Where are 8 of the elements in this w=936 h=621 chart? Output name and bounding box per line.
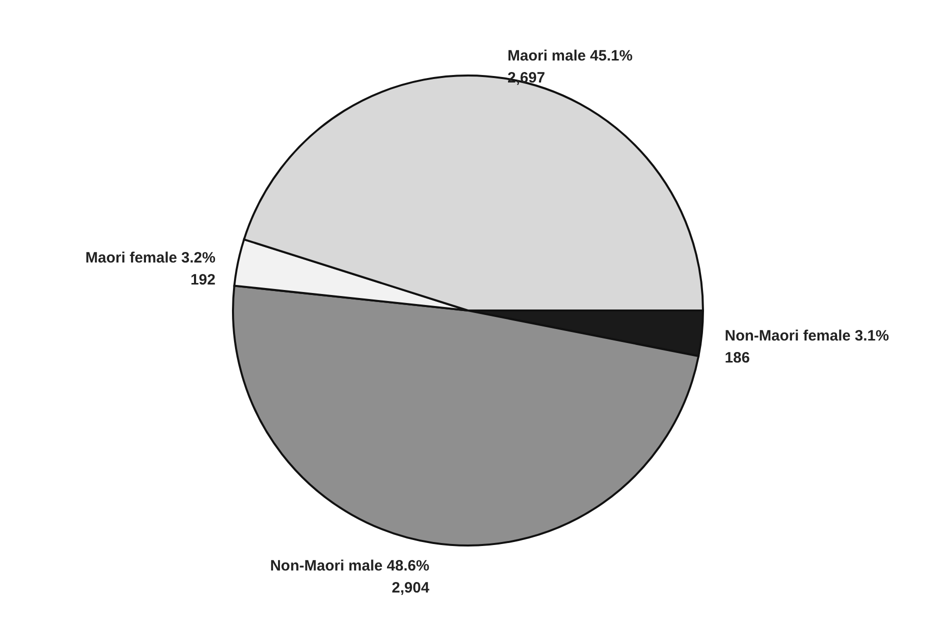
slice-label: Non-Maori male 48.6% — [270, 558, 430, 575]
data-label: 186 — [724, 350, 750, 367]
slice-label: Non-Maori female 3.1% — [724, 328, 889, 345]
slice-label: Maori female 3.2% — [85, 250, 216, 267]
slice-label: Maori male 45.1% — [507, 48, 633, 65]
data-label: 2,904 — [392, 580, 430, 597]
data-label: 192 — [190, 272, 216, 289]
data-label: 2,697 — [507, 70, 546, 87]
